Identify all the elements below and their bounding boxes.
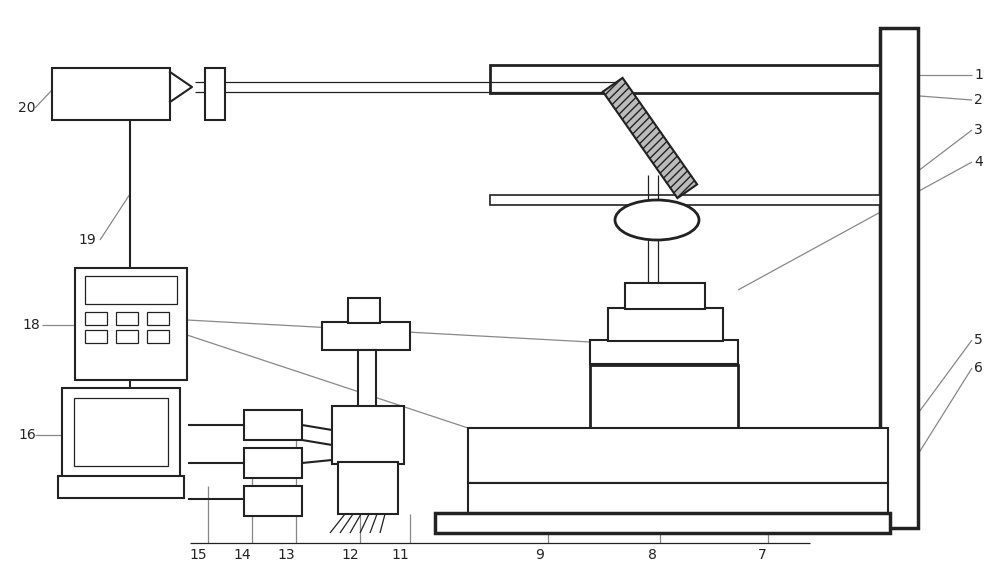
Bar — [58, 476, 184, 498]
Bar — [435, 513, 890, 533]
Bar — [332, 406, 404, 464]
Bar — [85, 312, 107, 325]
Text: 18: 18 — [22, 318, 40, 332]
Bar — [348, 298, 380, 323]
Text: 4: 4 — [974, 155, 983, 169]
Bar — [85, 330, 107, 343]
Bar — [468, 483, 888, 515]
Bar — [880, 28, 918, 528]
Bar — [85, 276, 177, 304]
Text: 13: 13 — [277, 548, 295, 562]
Text: 12: 12 — [341, 548, 359, 562]
Bar — [147, 330, 169, 343]
Text: 6: 6 — [974, 361, 983, 375]
Bar — [338, 462, 398, 514]
Bar — [490, 195, 880, 205]
Bar — [590, 340, 738, 364]
Polygon shape — [603, 78, 697, 198]
Text: 9: 9 — [536, 548, 544, 562]
Bar — [116, 330, 138, 343]
Text: 16: 16 — [18, 428, 36, 442]
Text: 14: 14 — [233, 548, 251, 562]
Text: 1: 1 — [974, 68, 983, 82]
Bar — [608, 308, 723, 341]
Bar — [62, 388, 180, 478]
Text: 19: 19 — [78, 233, 96, 247]
Text: 15: 15 — [189, 548, 207, 562]
Text: 11: 11 — [391, 548, 409, 562]
Text: 2: 2 — [974, 93, 983, 107]
Text: 20: 20 — [18, 101, 36, 115]
Bar — [625, 283, 705, 309]
Bar — [490, 65, 880, 93]
Text: 5: 5 — [974, 333, 983, 347]
Text: 8: 8 — [648, 548, 656, 562]
Bar — [205, 68, 225, 120]
Bar — [358, 350, 376, 408]
Bar — [322, 322, 410, 350]
Bar — [116, 312, 138, 325]
Bar — [75, 268, 187, 380]
Bar — [52, 68, 170, 120]
Ellipse shape — [615, 200, 699, 240]
Bar — [147, 312, 169, 325]
Bar — [468, 428, 888, 483]
Bar — [244, 448, 302, 478]
Text: 7: 7 — [758, 548, 766, 562]
Bar — [244, 410, 302, 440]
Bar — [590, 365, 738, 495]
Text: 3: 3 — [974, 123, 983, 137]
Bar — [74, 398, 168, 466]
Bar — [244, 486, 302, 516]
